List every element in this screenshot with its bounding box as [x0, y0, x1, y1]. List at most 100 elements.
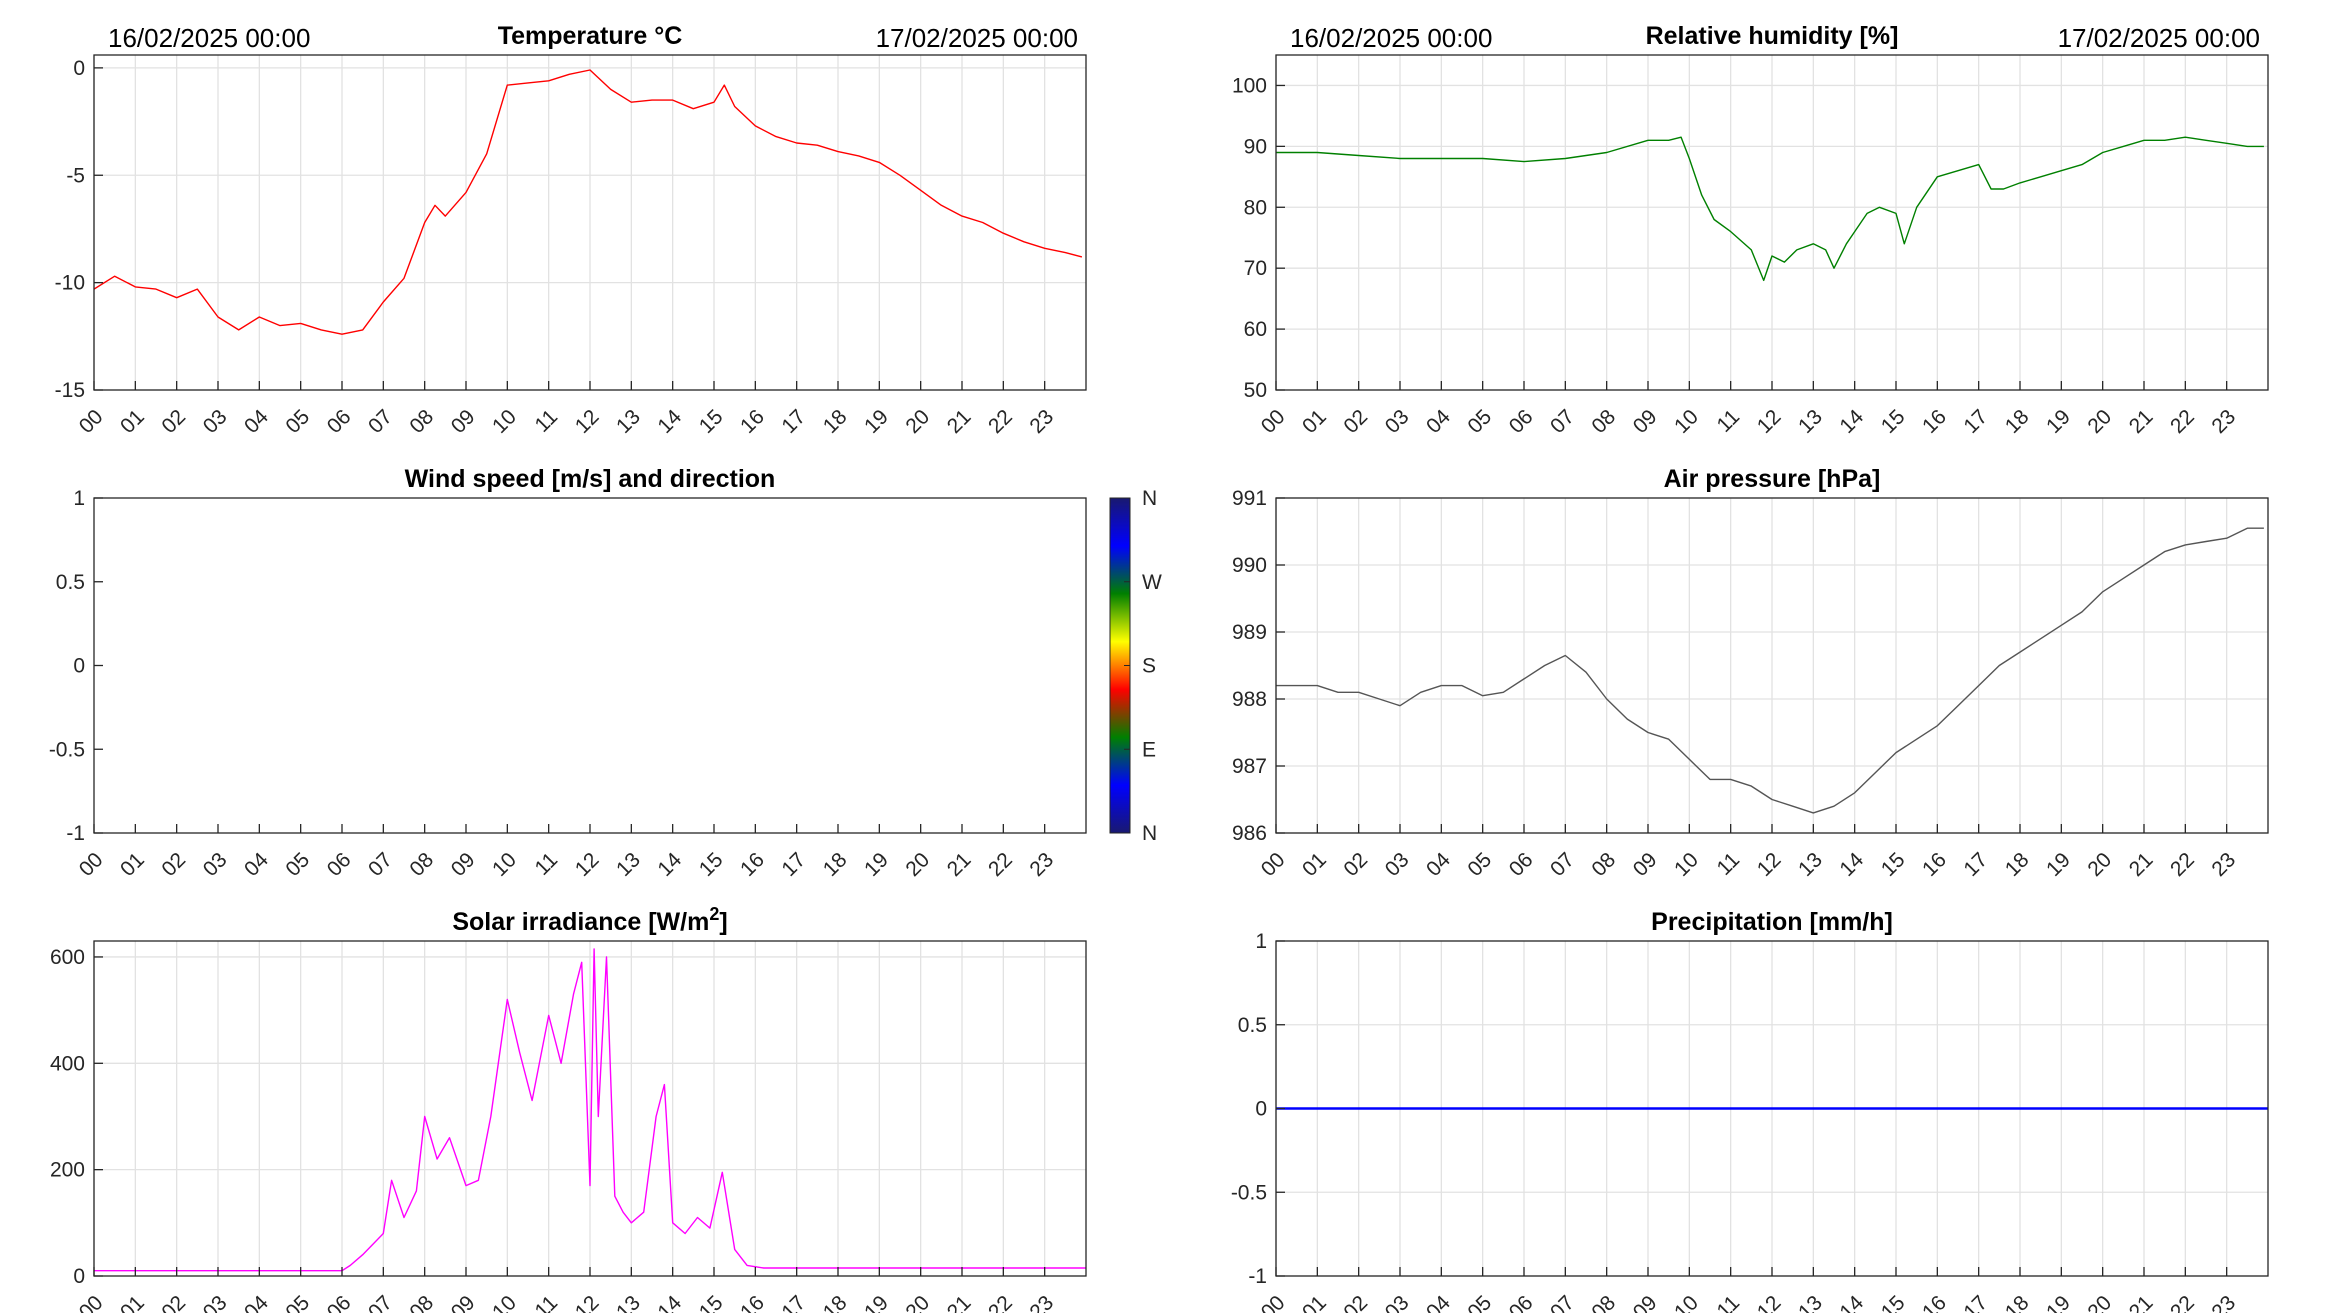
y-tick-label: 989 — [1232, 621, 1267, 644]
x-tick-label: 18 — [819, 405, 852, 438]
x-tick-label: 00 — [75, 1291, 108, 1313]
x-tick-label: 22 — [984, 405, 1017, 438]
x-tick-label: 19 — [860, 405, 893, 438]
y-tick-label: 986 — [1232, 822, 1267, 845]
x-tick-label: 12 — [571, 405, 604, 438]
x-tick-label: 04 — [240, 1291, 273, 1313]
date-start-label: 16/02/2025 00:00 — [108, 23, 310, 53]
date-start-label: 16/02/2025 00:00 — [1290, 23, 1492, 53]
y-tick-label: 0 — [73, 1265, 85, 1288]
x-tick-label: 18 — [2001, 1291, 2034, 1313]
x-tick-label: 09 — [447, 848, 480, 881]
x-tick-label: 01 — [1298, 405, 1331, 438]
y-tick-label: -15 — [55, 379, 85, 402]
y-tick-label: 200 — [50, 1159, 85, 1182]
x-tick-label: 08 — [1587, 1291, 1620, 1313]
x-tick-label: 16 — [1918, 405, 1951, 438]
chart-title: Air pressure [hPa] — [1664, 465, 1881, 493]
x-tick-label: 18 — [2001, 848, 2034, 881]
x-tick-label: 12 — [571, 1291, 604, 1313]
x-tick-label: 13 — [612, 405, 645, 438]
x-tick-label: 20 — [2083, 405, 2116, 438]
y-tick-label: 0.5 — [56, 571, 85, 594]
x-tick-label: 23 — [1025, 405, 1058, 438]
x-tick-label: 02 — [1339, 1291, 1372, 1313]
x-tick-label: 21 — [2125, 405, 2158, 438]
x-tick-label: 15 — [695, 1291, 728, 1313]
x-tick-label: 15 — [1877, 848, 1910, 881]
x-tick-label: 13 — [1794, 405, 1827, 438]
y-tick-label: 400 — [50, 1052, 85, 1075]
x-tick-label: 14 — [1835, 1291, 1868, 1313]
axes-box — [93, 497, 1087, 834]
y-tick-label: 991 — [1232, 487, 1267, 510]
series-line-solar — [94, 948, 1086, 1272]
x-tick-label: 07 — [1546, 1291, 1579, 1313]
chart-precipitation: 1 0.5 0 -0.5 -1 00 01 02 03 04 05 06 07 08 09 10 11 12 13 1… — [1231, 908, 2269, 1313]
x-tick-label: 06 — [323, 848, 356, 881]
x-tick-label: 02 — [157, 848, 190, 881]
x-tick-label: 17 — [1959, 848, 1992, 881]
x-tick-label: 07 — [364, 1291, 397, 1313]
x-tick-label: 13 — [612, 1291, 645, 1313]
x-tick-label: 13 — [1794, 1291, 1827, 1313]
x-tick-label: 17 — [777, 405, 810, 438]
x-tick-label: 08 — [405, 1291, 438, 1313]
colorbar-label: W — [1142, 571, 1162, 594]
chart-title: Wind speed [m/s] and direction — [405, 465, 776, 493]
y-tick-label: 80 — [1244, 196, 1267, 219]
y-tick-label: -0.5 — [49, 738, 85, 761]
x-tick-label: 09 — [447, 405, 480, 438]
chart-wind: 10.50-0.5-100 01 02 03 04 05 06 07 08 09 10 11 12 13 1… — [49, 465, 1162, 881]
x-tick-label: 03 — [199, 405, 232, 438]
y-tick-label: 600 — [50, 946, 85, 969]
x-tick-label: 16 — [1918, 848, 1951, 881]
x-tick-label: 21 — [943, 405, 976, 438]
x-tick-label: 10 — [1670, 1291, 1703, 1313]
x-tick-label: 23 — [2207, 1291, 2240, 1313]
series-line-pressure — [1276, 527, 2264, 814]
x-tick-label: 06 — [1505, 405, 1538, 438]
x-tick-label: 03 — [199, 848, 232, 881]
x-tick-label: 15 — [695, 405, 728, 438]
x-tick-label: 00 — [1257, 405, 1290, 438]
x-tick-label: 05 — [281, 405, 314, 438]
x-tick-label: 01 — [116, 405, 149, 438]
colorbar-label: E — [1142, 738, 1156, 761]
x-tick-label: 20 — [2083, 848, 2116, 881]
x-tick-label: 14 — [653, 848, 686, 881]
y-tick-label: -1 — [1248, 1265, 1267, 1288]
x-tick-label: 10 — [1670, 848, 1703, 881]
x-tick-label: 14 — [653, 1291, 686, 1313]
y-tick-label: 987 — [1232, 755, 1267, 778]
x-tick-label: 04 — [240, 848, 273, 881]
x-tick-label: 10 — [488, 848, 521, 881]
x-tick-label: 22 — [2166, 848, 2199, 881]
x-tick-label: 22 — [2166, 1291, 2199, 1313]
colorbar-label: S — [1142, 655, 1156, 678]
x-tick-label: 02 — [1339, 405, 1372, 438]
chart-temperature: 0 -5 -10 -15 00 01 02 03 04 05 06 07 08 09 10 11 12 13 14 1… — [55, 22, 1087, 438]
x-tick-label: 11 — [1713, 405, 1745, 437]
x-tick-label: 21 — [943, 848, 976, 881]
x-tick-label: 21 — [943, 1291, 976, 1313]
x-tick-label: 06 — [1505, 848, 1538, 881]
x-tick-label: 17 — [1959, 1291, 1992, 1313]
x-tick-label: 03 — [1381, 848, 1414, 881]
x-tick-label: 16 — [736, 405, 769, 438]
y-tick-label: 990 — [1232, 554, 1267, 577]
y-tick-label: 988 — [1232, 688, 1267, 711]
x-tick-label: 12 — [1753, 848, 1786, 881]
x-tick-label: 23 — [1025, 1291, 1058, 1313]
x-tick-label: 18 — [2001, 405, 2034, 438]
x-tick-label: 17 — [777, 1291, 810, 1313]
chart-title: Relative humidity [%] — [1646, 22, 1899, 50]
x-tick-label: 18 — [819, 848, 852, 881]
x-tick-label: 16 — [736, 1291, 769, 1313]
x-tick-label: 03 — [1381, 1291, 1414, 1313]
y-tick-label: 60 — [1244, 318, 1267, 341]
x-tick-label: 20 — [901, 405, 934, 438]
x-tick-label: 09 — [1629, 405, 1662, 438]
